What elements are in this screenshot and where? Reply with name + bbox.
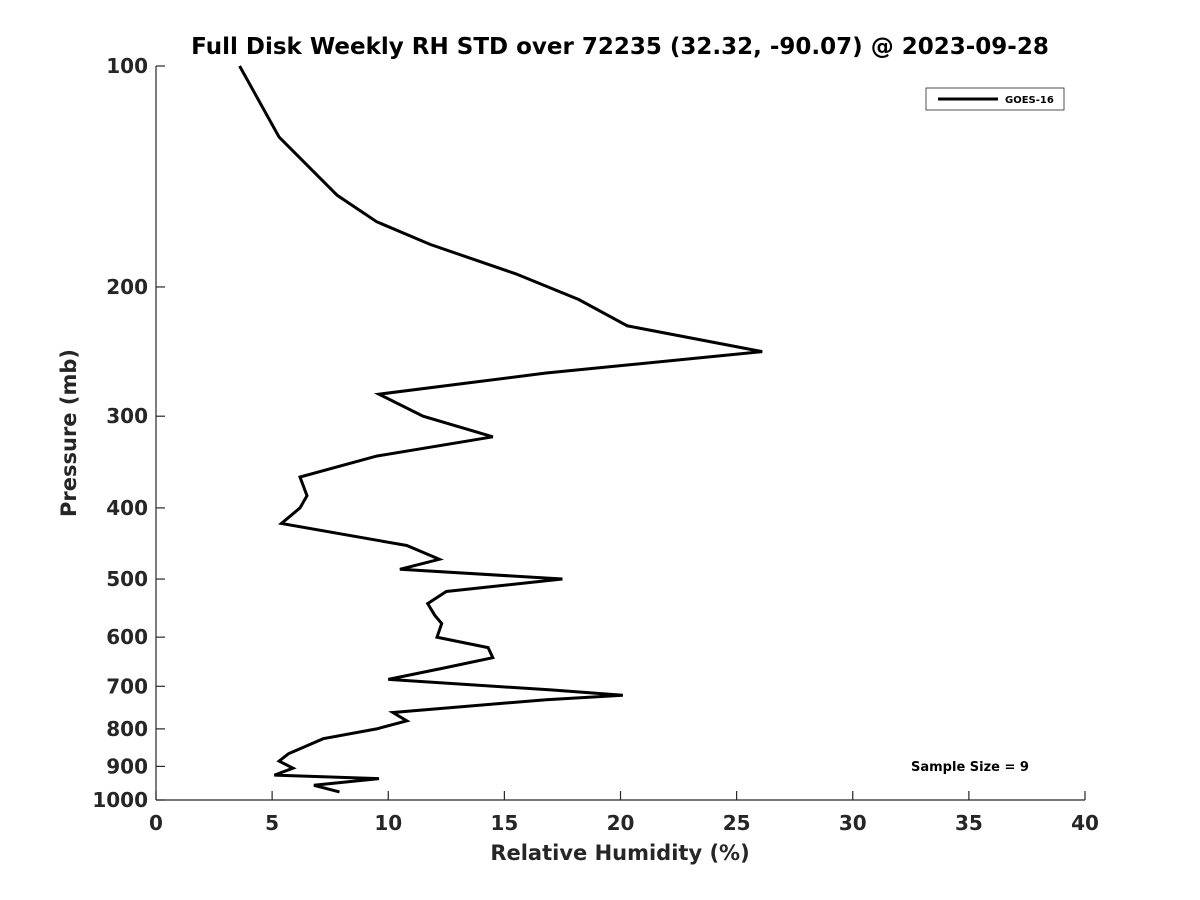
y-tick-label: 700: [106, 674, 148, 698]
y-tick-label: 200: [106, 275, 148, 299]
x-axis-label: Relative Humidity (%): [490, 841, 749, 865]
y-axis-label: Pressure (mb): [57, 349, 81, 517]
x-axis-ticks: 0 5 10 15 20 25 30 35 40: [149, 791, 1099, 835]
plot-area: [156, 66, 1085, 800]
y-tick-label: 600: [106, 625, 148, 649]
sample-size-annotation: Sample Size = 9: [911, 760, 1029, 775]
series-line-goes-16: [238, 65, 763, 794]
x-tick-label: 10: [374, 811, 402, 835]
x-tick-label: 15: [490, 811, 518, 835]
x-tick-label: 35: [955, 811, 983, 835]
x-tick-label: 25: [723, 811, 751, 835]
x-tick-label: 40: [1071, 811, 1099, 835]
x-tick-label: 0: [149, 811, 163, 835]
y-tick-label: 1000: [92, 788, 148, 812]
x-tick-label: 5: [265, 811, 279, 835]
chart-title: Full Disk Weekly RH STD over 72235 (32.3…: [191, 34, 1049, 60]
y-axis-ticks: 100 200 300 400 500 600 700 800 900 1000: [92, 54, 165, 812]
y-tick-label: 400: [106, 496, 148, 520]
y-tick-label: 100: [106, 54, 148, 78]
y-tick-label: 500: [106, 567, 148, 591]
legend-label-goes-16: GOES-16: [1005, 95, 1054, 106]
y-tick-label: 800: [106, 717, 148, 741]
y-tick-label: 900: [106, 754, 148, 778]
y-tick-label: 300: [106, 404, 148, 428]
x-tick-label: 30: [839, 811, 867, 835]
x-tick-label: 20: [607, 811, 635, 835]
legend: GOES-16: [925, 87, 1065, 111]
